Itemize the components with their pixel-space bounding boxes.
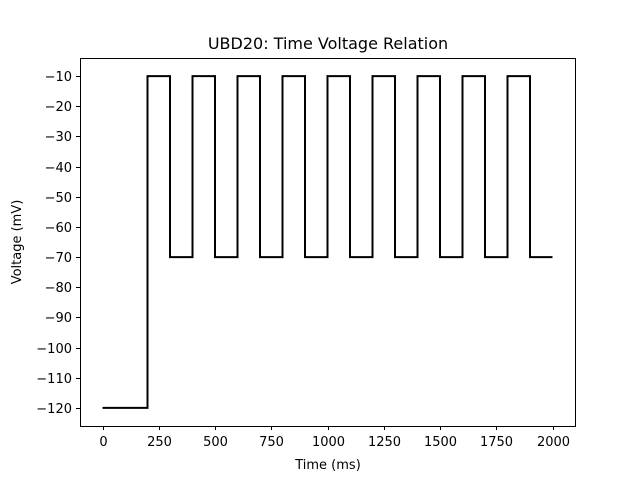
y-tick-label: −50	[45, 191, 72, 206]
x-tick-label: 1500	[424, 435, 457, 450]
y-tick-label: −100	[36, 342, 72, 357]
series-line	[102, 75, 553, 409]
x-axis: 0 250 500 750 1000 1250 1500 1750 2000	[99, 426, 570, 450]
x-tick-label: 750	[259, 435, 284, 450]
y-tick-label: −80	[45, 281, 72, 296]
y-tick-label: −70	[45, 251, 72, 266]
x-tick-label: 1750	[480, 435, 513, 450]
x-tick-label: 2000	[537, 435, 570, 450]
y-tick-label: −20	[45, 100, 72, 115]
y-tick-label: −30	[45, 130, 72, 145]
plot-frame	[80, 58, 576, 427]
y-tick-label: −60	[45, 221, 72, 236]
x-axis-label: Time (ms)	[294, 458, 361, 473]
chart-title: UBD20: Time Voltage Relation	[208, 34, 448, 53]
x-tick-label: 250	[147, 435, 172, 450]
x-tick-label: 0	[99, 435, 107, 450]
y-tick-label: −90	[45, 311, 72, 326]
y-tick-label: −10	[45, 70, 72, 85]
y-tick-label: −120	[36, 402, 72, 417]
x-tick-label: 1250	[368, 435, 401, 450]
y-axis: −10 −20 −30 −40 −50 −60 −70 −80 −90 −100 −110 −120	[36, 70, 80, 417]
y-tick-label: −110	[36, 372, 72, 387]
x-tick-label: 1000	[312, 435, 345, 450]
y-tick-label: −40	[45, 161, 72, 176]
y-axis-label: Voltage (mV)	[10, 200, 25, 285]
plot-area	[102, 75, 553, 409]
x-tick-label: 500	[203, 435, 228, 450]
